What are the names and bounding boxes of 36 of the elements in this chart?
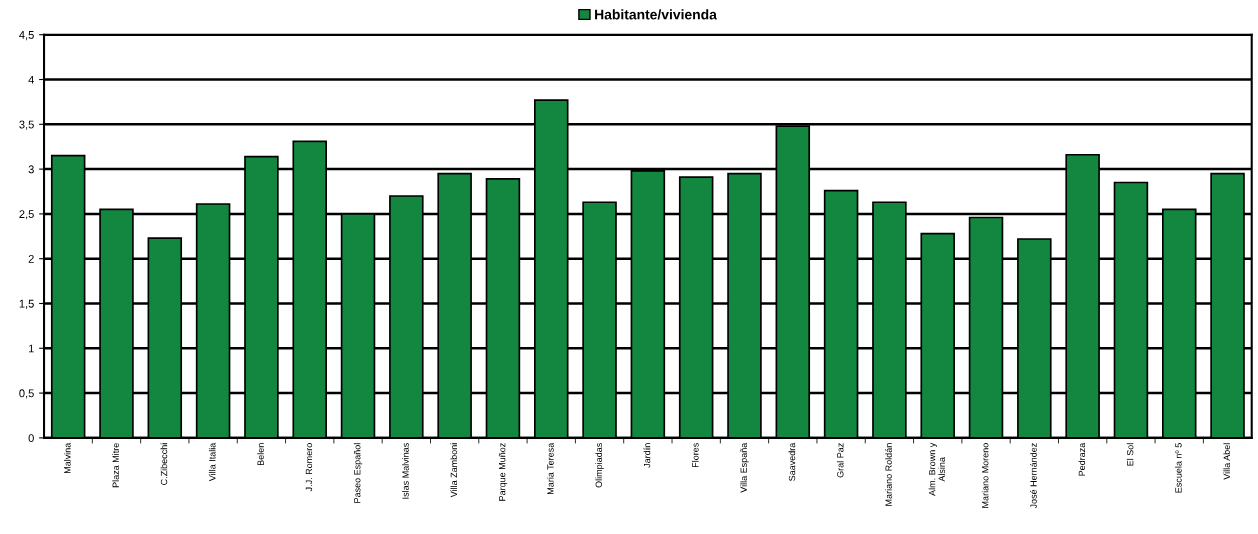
- x-tick-label: Pedraza: [1078, 442, 1086, 476]
- x-tick-label: Jardín: [643, 443, 651, 468]
- x-tick-label: Mariano Moreno: [981, 443, 989, 508]
- y-tick-label: 1: [28, 344, 34, 353]
- x-tick-label: Villa España: [740, 442, 749, 493]
- x-tick-label: Parque Muñoz: [498, 443, 508, 501]
- x-tick-label: Saavedra: [788, 442, 796, 481]
- x-tick-label: Gral Paz: [836, 443, 844, 478]
- x-tick-label: Islas Malvinas: [402, 443, 409, 499]
- y-tick-label: 0: [28, 434, 34, 443]
- x-tick-label: Villa Zamboni: [450, 443, 458, 498]
- y-tick-label: 3,5: [19, 120, 34, 130]
- x-tick-label: Villa Abel: [1223, 443, 1230, 480]
- y-tick-label: 2,5: [19, 210, 34, 220]
- x-tick-label: Flores: [691, 443, 699, 468]
- x-tick-label: Paseo Español: [353, 443, 363, 503]
- x-tick-label: Escuela nº 5: [1175, 443, 1182, 493]
- y-tick-label: 3: [28, 165, 34, 174]
- x-tick-label: Belen: [257, 443, 264, 466]
- x-tick-label: Malvina: [63, 442, 71, 474]
- y-tick-label: 4: [28, 75, 34, 84]
- x-tick-label: Mariano Roldán: [885, 443, 892, 506]
- y-tick-label: 1,5: [19, 299, 34, 309]
- x-tick-label: C.Zibecchi: [160, 443, 168, 485]
- y-tick-label: 4,5: [19, 31, 34, 41]
- y-tick-label: 2: [28, 254, 34, 263]
- x-tick-label: Alm. Brown y Alsina: [928, 442, 945, 496]
- x-tick-label: Olimpiadas: [595, 443, 604, 488]
- x-tick-label: El Sol: [1126, 443, 1134, 466]
- x-tick-label: J.J. Romero: [305, 443, 313, 492]
- x-tick-label: José Hernández: [1030, 443, 1037, 509]
- y-tick-label: 0,5: [19, 389, 34, 399]
- x-tick-label: Villa Italia: [208, 442, 216, 482]
- x-tick-label: Maria Teresa: [547, 442, 554, 495]
- x-tick-label: Plaza Mitre: [112, 443, 119, 488]
- legend-label: Habitante/vivienda: [595, 9, 717, 20]
